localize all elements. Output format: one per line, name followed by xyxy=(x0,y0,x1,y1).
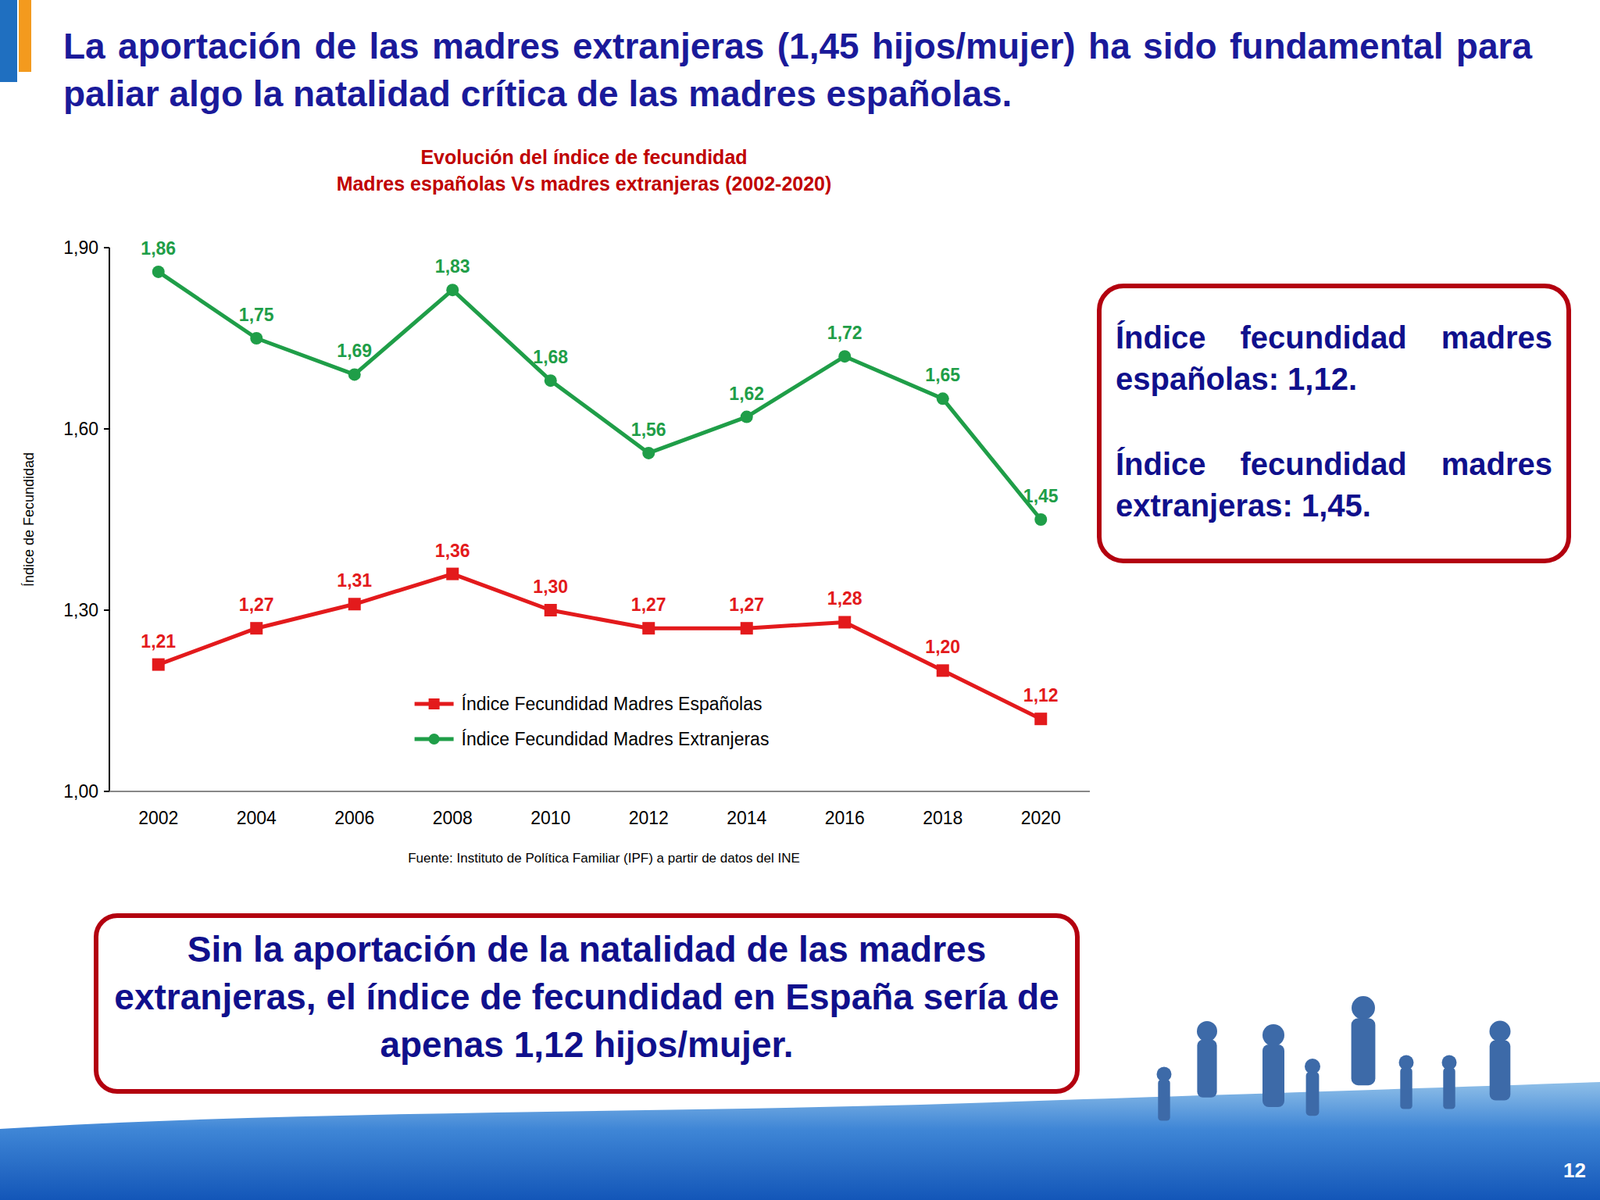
callout-box: Índice fecundidad madres españolas: 1,12… xyxy=(1096,283,1572,564)
data-label: 1,21 xyxy=(140,631,176,652)
x-tick-label: 2016 xyxy=(825,807,865,829)
x-tick-label: 2014 xyxy=(726,807,767,829)
data-label: 1,75 xyxy=(239,304,275,325)
conclusion-box: Sin la aportación de la natalidad de las… xyxy=(93,913,1080,1094)
y-tick-label: 1,90 xyxy=(63,237,99,258)
point xyxy=(348,367,361,381)
point xyxy=(544,603,558,617)
x-tick-label: 2012 xyxy=(628,807,669,829)
data-label: 1,83 xyxy=(435,256,471,277)
data-label: 1,69 xyxy=(336,340,372,361)
data-label: 1,27 xyxy=(728,594,765,615)
data-label: 1,86 xyxy=(140,238,176,259)
x-tick-label: 2018 xyxy=(922,807,963,829)
x-axis xyxy=(109,790,1090,793)
data-label: 1,20 xyxy=(925,636,961,658)
data-label: 1,62 xyxy=(728,383,765,404)
point xyxy=(348,597,361,611)
accent-blue xyxy=(0,0,18,83)
point xyxy=(544,374,558,387)
y-tick xyxy=(103,790,110,793)
chart-title: Evolución del índice de fecundidad xyxy=(420,146,747,168)
accent-orange xyxy=(18,0,32,72)
point xyxy=(642,446,655,460)
point xyxy=(838,350,851,363)
source: Fuente: Instituto de Política Familiar (… xyxy=(407,850,800,866)
data-label: 1,12 xyxy=(1023,685,1059,706)
point xyxy=(740,621,754,635)
callout-text: Índice fecundidad madres españolas: 1,12… xyxy=(1115,317,1553,400)
y-axis xyxy=(108,247,111,792)
data-label: 1,56 xyxy=(631,419,667,440)
callout-text: Índice fecundidad madres extranjeras: 1,… xyxy=(1115,443,1553,527)
point xyxy=(740,410,754,424)
data-label: 1,27 xyxy=(239,594,275,615)
data-label: 1,28 xyxy=(827,588,863,609)
data-label: 1,31 xyxy=(336,570,372,591)
point xyxy=(1034,513,1047,526)
y-tick-label: 1,60 xyxy=(63,418,99,440)
silhouettes xyxy=(1157,996,1511,1122)
grass xyxy=(0,1082,1600,1200)
y-tick-label: 1,30 xyxy=(63,600,99,621)
point xyxy=(838,615,851,629)
point xyxy=(428,698,440,710)
series-line xyxy=(158,574,1042,720)
data-label: 1,36 xyxy=(435,540,471,561)
x-tick-label: 2002 xyxy=(138,807,179,829)
y-tick xyxy=(103,246,110,249)
point xyxy=(642,621,655,635)
page-number: 12 xyxy=(1563,1158,1586,1183)
x-tick-label: 2004 xyxy=(236,807,277,829)
data-label: 1,72 xyxy=(827,322,863,343)
data-label: 1,65 xyxy=(925,364,961,386)
y-tick xyxy=(103,428,110,430)
marks xyxy=(152,265,1048,725)
point xyxy=(428,733,440,745)
x-tick-label: 2020 xyxy=(1021,807,1061,829)
y-tick-label: 1,00 xyxy=(63,781,99,802)
data-label: 1,30 xyxy=(532,576,568,597)
chart-subtitle: Madres españolas Vs madres extranjeras (… xyxy=(336,172,833,195)
header-title: La aportación de las madres extranjeras … xyxy=(63,22,1533,118)
x-tick-label: 2010 xyxy=(530,807,571,829)
x-tick-label: 2006 xyxy=(334,807,375,829)
point xyxy=(250,621,263,635)
point xyxy=(250,332,263,345)
point xyxy=(446,567,459,581)
legend-label: Índice Fecundidad Madres Extranjeras xyxy=(461,728,770,750)
data-label: 1,27 xyxy=(631,594,667,615)
point xyxy=(446,283,459,297)
data-label: 1,45 xyxy=(1023,485,1059,507)
point xyxy=(152,265,165,279)
point xyxy=(936,664,950,677)
y-tick xyxy=(103,609,110,611)
x-tick-label: 2008 xyxy=(432,807,473,829)
y-axis-title: Índice de Fecundidad xyxy=(21,452,37,587)
page: {"header": {"title": "La aportación de l… xyxy=(0,0,1600,1200)
legend-item: Índice Fecundidad Madres Españolas xyxy=(414,693,763,715)
series-line xyxy=(158,271,1042,520)
data-label: 1,68 xyxy=(532,346,568,368)
point xyxy=(152,658,165,672)
legend-label: Índice Fecundidad Madres Españolas xyxy=(461,693,763,715)
legend: Índice Fecundidad Madres Españolas Índice… xyxy=(414,693,770,750)
point xyxy=(936,392,950,405)
legend-item: Índice Fecundidad Madres Extranjeras xyxy=(414,728,770,750)
point xyxy=(1034,712,1047,725)
